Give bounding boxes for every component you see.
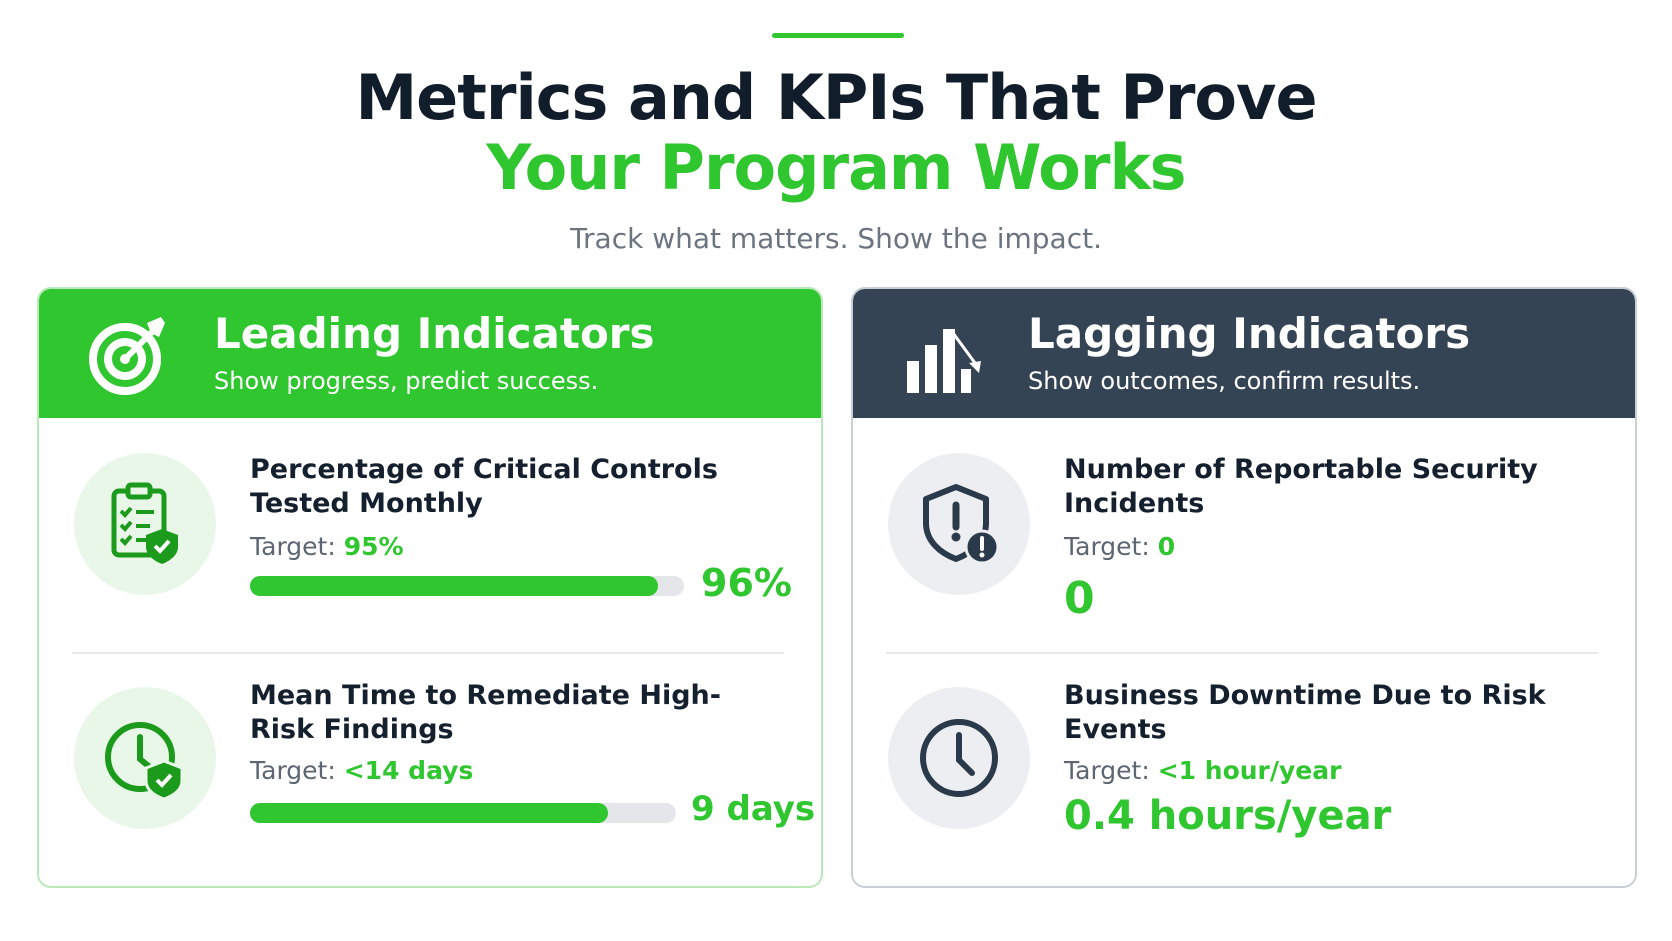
shield-alert-icon-badge xyxy=(888,453,1030,595)
leading-header: Leading Indicators Show progress, predic… xyxy=(39,289,821,418)
metric-remediation-time: Mean Time to Remediate High-Risk Finding… xyxy=(39,653,821,886)
metric-title: Business Downtime Due to Risk Events xyxy=(1064,680,1546,745)
clock-shield-icon-badge xyxy=(74,687,216,829)
page-title-line1: Metrics and KPIs That Prove xyxy=(355,61,1317,134)
metric-target: Target: 95% xyxy=(250,532,404,561)
checklist-shield-icon xyxy=(111,482,178,564)
metric-actual-value: 0 xyxy=(1064,573,1095,624)
target-icon xyxy=(89,317,165,395)
metric-security-incidents: Number of Reportable Security Incidents … xyxy=(853,418,1635,653)
lagging-subtitle: Show outcomes, confirm results. xyxy=(1028,367,1421,395)
shield-alert-icon xyxy=(923,484,1000,565)
leading-subtitle: Show progress, predict success. xyxy=(214,367,599,395)
leading-indicators-panel: Leading Indicators Show progress, predic… xyxy=(37,287,823,888)
metric-title: Number of Reportable Security Incidents xyxy=(1064,454,1538,519)
progress-bar xyxy=(250,803,676,823)
checklist-shield-icon-badge xyxy=(74,453,216,595)
lagging-header: Lagging Indicators Show outcomes, confir… xyxy=(853,289,1635,418)
metric-controls-tested: Percentage of Critical Controls Tested M… xyxy=(39,418,821,653)
metric-actual-value: 96% xyxy=(701,561,792,605)
page-subtitle: Track what matters. Show the impact. xyxy=(570,222,1102,255)
metric-actual-value: 9 days xyxy=(691,789,816,829)
metric-target: Target: <1 hour/year xyxy=(1064,756,1342,785)
progress-bar-fill xyxy=(250,576,658,596)
bar-chart-down-icon xyxy=(907,329,981,393)
leading-title: Leading Indicators xyxy=(214,309,655,358)
top-accent-rule xyxy=(772,33,904,38)
metric-target: Target: 0 xyxy=(1064,532,1176,561)
metric-title: Mean Time to Remediate High-Risk Finding… xyxy=(250,680,721,745)
metric-actual-value: 0.4 hours/year xyxy=(1064,793,1392,839)
metric-target: Target: <14 days xyxy=(250,756,474,785)
metric-divider xyxy=(886,652,1598,654)
lagging-title: Lagging Indicators xyxy=(1028,309,1471,358)
clock-shield-icon xyxy=(105,722,184,801)
clock-icon xyxy=(920,719,998,797)
page-title-line2: Your Program Works xyxy=(486,131,1186,204)
progress-bar xyxy=(250,576,684,596)
progress-bar-fill xyxy=(250,803,608,823)
clock-icon-badge xyxy=(888,687,1030,829)
metric-business-downtime: Business Downtime Due to Risk Events Tar… xyxy=(853,653,1635,886)
metric-divider xyxy=(72,652,784,654)
lagging-indicators-panel: Lagging Indicators Show outcomes, confir… xyxy=(851,287,1637,888)
metric-title: Percentage of Critical Controls Tested M… xyxy=(250,454,718,519)
